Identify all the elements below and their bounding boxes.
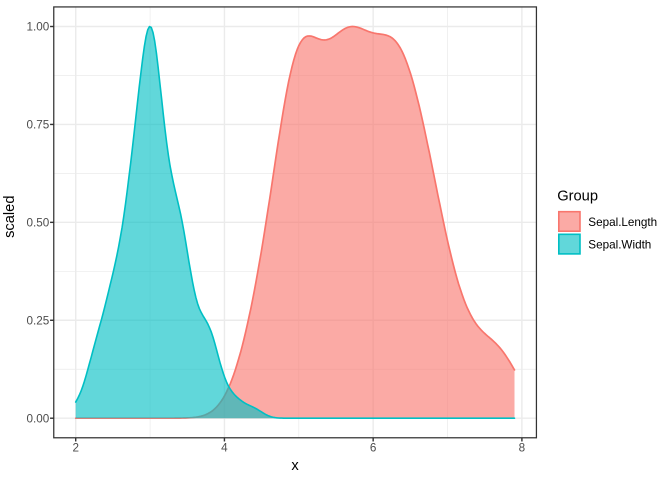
svg-text:x: x <box>291 458 299 474</box>
svg-text:0.00: 0.00 <box>27 412 50 425</box>
svg-text:Sepal.Length: Sepal.Length <box>588 216 657 229</box>
svg-text:Sepal.Width: Sepal.Width <box>588 238 651 251</box>
svg-text:6: 6 <box>370 442 377 455</box>
svg-text:0.50: 0.50 <box>27 217 50 230</box>
svg-text:0.75: 0.75 <box>27 119 50 132</box>
svg-text:8: 8 <box>519 442 526 455</box>
svg-text:0.25: 0.25 <box>27 314 50 327</box>
svg-text:scaled: scaled <box>2 195 18 237</box>
svg-text:2: 2 <box>72 442 79 455</box>
svg-text:Group: Group <box>557 189 598 205</box>
svg-text:4: 4 <box>221 442 228 455</box>
svg-text:1.00: 1.00 <box>27 21 50 34</box>
